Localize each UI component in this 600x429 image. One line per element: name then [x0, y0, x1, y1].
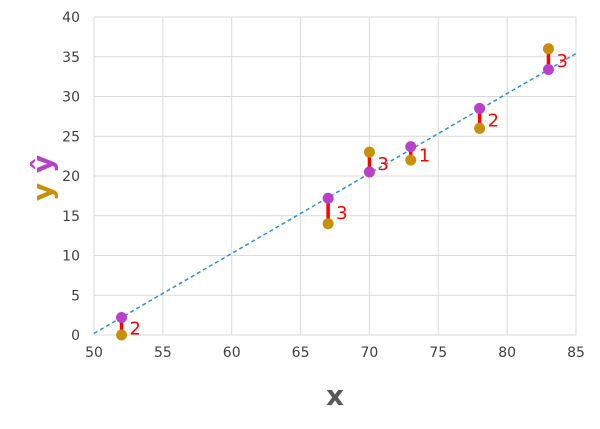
fit-line-group	[93, 52, 577, 335]
x-tick-label: 55	[154, 345, 172, 361]
predicted-point	[474, 102, 486, 114]
actual-point	[322, 218, 334, 230]
residual-label: 3	[336, 203, 347, 224]
residual-label: 3	[377, 154, 388, 175]
x-tick-label: 70	[361, 345, 379, 361]
residual-label: 3	[556, 51, 567, 72]
y-tick-label: 20	[62, 169, 80, 185]
x-tick-label: 75	[429, 345, 447, 361]
y-axis-label-actual: y	[26, 183, 59, 201]
y-tick-label: 15	[62, 209, 80, 225]
y-tick-label: 35	[62, 50, 80, 66]
x-axis-label: x	[326, 379, 344, 412]
data-marks: 2 3 3 1 2 3	[116, 43, 568, 341]
y-tick-label: 25	[62, 129, 80, 145]
fit-line	[93, 52, 577, 335]
y-tick-label: 40	[62, 10, 80, 26]
actual-point	[542, 43, 554, 55]
tick-labels: 50 55 60 65 70 75 80 85 0 5 10 15 20 25 30 35 40	[62, 10, 585, 361]
x-tick-label: 50	[85, 345, 103, 361]
predicted-point	[322, 192, 334, 204]
actual-point	[363, 146, 375, 158]
actual-point	[405, 154, 417, 166]
predicted-point	[363, 166, 375, 178]
x-tick-label: 85	[567, 345, 585, 361]
predicted-point	[405, 141, 417, 153]
residual-label: 1	[419, 145, 430, 166]
y-axis-label: y ŷ	[26, 155, 59, 201]
grid	[93, 16, 577, 336]
x-tick-label: 60	[223, 345, 241, 361]
predicted-point	[542, 63, 554, 75]
y-tick-label: 5	[71, 288, 80, 304]
x-tick-label: 80	[498, 345, 516, 361]
residual-label: 2	[488, 110, 499, 131]
predicted-point	[116, 312, 128, 324]
y-axis-label-predicted: ŷ	[26, 155, 59, 173]
y-tick-label: 10	[62, 249, 80, 265]
y-tick-label: 30	[62, 90, 80, 106]
actual-point	[474, 122, 486, 134]
actual-point	[116, 329, 128, 341]
residual-label: 2	[130, 318, 141, 339]
x-tick-label: 65	[292, 345, 310, 361]
y-tick-label: 0	[71, 328, 80, 344]
